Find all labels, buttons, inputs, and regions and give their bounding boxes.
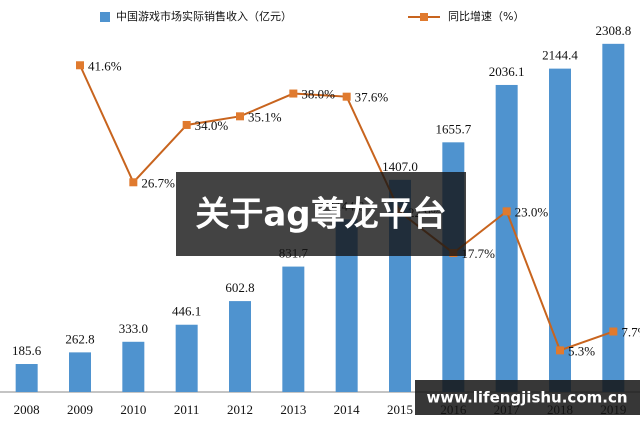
bar	[175, 324, 198, 392]
line-marker	[502, 207, 511, 216]
bar-value-label: 2144.4	[542, 48, 578, 63]
watermark-box	[415, 380, 640, 415]
banner-text: 关于ag尊龙平台	[195, 195, 446, 235]
bar	[122, 341, 145, 392]
line-value-label: 5.3%	[568, 343, 595, 358]
x-tick-label: 2009	[67, 402, 93, 417]
legend-label: 中国游戏市场实际销售收入（亿元）	[116, 9, 292, 23]
line-marker	[556, 346, 564, 355]
x-tick-label: 2015	[387, 402, 413, 417]
x-tick-label: 2012	[227, 402, 253, 417]
bar	[335, 219, 358, 392]
bar-value-label: 333.0	[119, 321, 148, 336]
line-marker	[129, 178, 138, 187]
bar-value-label: 1407.0	[382, 159, 418, 174]
bar-value-label: 2036.1	[489, 64, 525, 79]
line-marker	[289, 89, 298, 98]
line-value-label: 41.6%	[88, 58, 122, 73]
line-value-label: 7.7%	[621, 325, 640, 340]
watermark: www.lifengjishu.com.cn	[426, 389, 627, 407]
x-tick-label: 2014	[334, 402, 361, 417]
line-value-label: 38.0%	[301, 87, 335, 102]
bar-value-label: 446.1	[172, 304, 201, 319]
bar	[282, 266, 305, 392]
legend-swatch	[100, 12, 110, 22]
bar-value-label: 602.8	[225, 280, 254, 295]
legend-label: 同比增速（%）	[448, 9, 524, 23]
bar	[602, 43, 625, 393]
line-value-label: 23.0%	[515, 204, 549, 219]
line-value-label: 35.1%	[248, 109, 282, 124]
bar-value-label: 1655.7	[435, 121, 471, 136]
bar	[229, 301, 251, 392]
line-value-label: 34.0%	[195, 118, 229, 133]
bar	[495, 84, 518, 393]
bar	[69, 352, 91, 392]
line-value-label: 26.7%	[141, 175, 175, 190]
line-marker	[76, 61, 84, 70]
banner-box	[176, 172, 466, 256]
line-marker	[182, 120, 191, 129]
bar-value-label: 262.8	[65, 331, 94, 346]
x-tick-label: 2011	[174, 402, 200, 417]
bar-value-label: 2308.8	[595, 23, 631, 38]
bar	[15, 364, 38, 392]
line-marker	[609, 327, 618, 336]
line-value-label: 37.6%	[355, 90, 389, 105]
line-value-label: 17.7%	[461, 246, 495, 261]
x-tick-label: 2010	[120, 402, 146, 417]
bar-value-label: 185.6	[12, 343, 42, 358]
legend-swatch	[420, 13, 428, 21]
line-marker	[236, 112, 244, 121]
x-tick-label: 2013	[280, 402, 306, 417]
x-tick-label: 2008	[14, 402, 40, 417]
line-marker	[342, 92, 351, 101]
bar	[549, 68, 571, 392]
